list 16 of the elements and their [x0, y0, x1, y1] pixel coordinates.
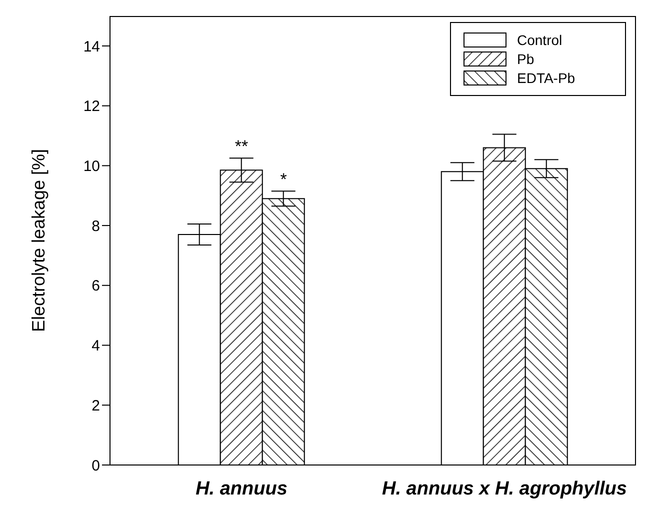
legend-label: Control: [517, 32, 562, 48]
x-tick-label: H. annuus: [196, 478, 288, 500]
y-tick-label: 14: [83, 38, 100, 56]
x-tick-label: H. annuus x H. agrophyllus: [382, 478, 627, 500]
annotation: *: [280, 170, 288, 190]
y-tick-label: 6: [92, 278, 100, 295]
legend-label: EDTA-Pb: [517, 70, 576, 86]
annotation: **: [234, 137, 248, 156]
y-tick-label: 12: [83, 98, 100, 116]
y-tick-label: 10: [83, 158, 100, 175]
y-axis-title: Electrolyte leakage [%]: [28, 148, 48, 332]
y-tick-label: 0: [92, 457, 100, 474]
legend-label: Pb: [517, 51, 534, 67]
y-tick-label: 8: [92, 218, 100, 235]
y-tick-label: 2: [92, 397, 100, 414]
y-tick-label: 4: [92, 338, 100, 355]
